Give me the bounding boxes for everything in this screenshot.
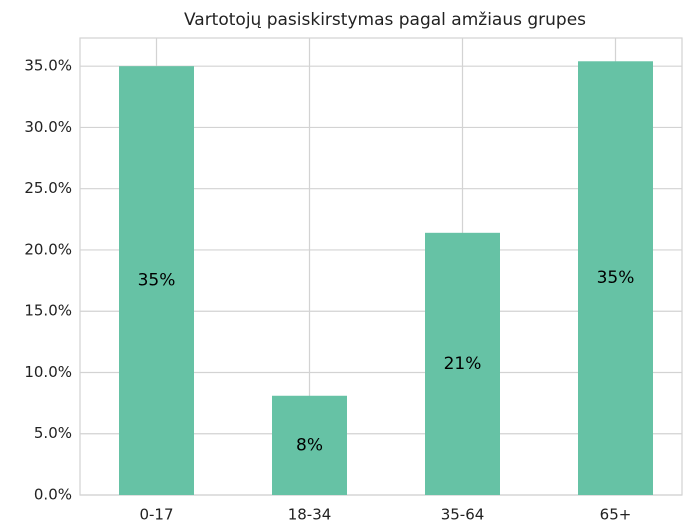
x-tick-label: 0-17	[139, 506, 173, 524]
y-tick-label: 5.0%	[34, 424, 72, 442]
data-label: 8%	[296, 435, 323, 455]
y-tick-label: 20.0%	[24, 240, 72, 258]
x-tick-label: 65+	[600, 506, 632, 524]
y-tick-label: 0.0%	[34, 486, 72, 504]
bar	[425, 232, 500, 495]
y-tick-label: 15.0%	[24, 302, 72, 320]
x-tick-label: 18-34	[288, 506, 332, 524]
y-tick-label: 25.0%	[24, 179, 72, 197]
data-label: 35%	[138, 271, 176, 291]
x-tick-label: 35-64	[441, 506, 485, 524]
chart-title: Vartotojų pasiskirstymas pagal amžiaus g…	[184, 10, 586, 30]
y-tick-label: 10.0%	[24, 363, 72, 381]
bar	[272, 395, 347, 495]
y-tick-label: 30.0%	[24, 118, 72, 136]
bar	[578, 61, 653, 496]
data-label: 21%	[444, 354, 482, 374]
bar	[119, 66, 194, 495]
y-tick-label: 35.0%	[24, 57, 72, 75]
data-label: 35%	[597, 268, 635, 288]
